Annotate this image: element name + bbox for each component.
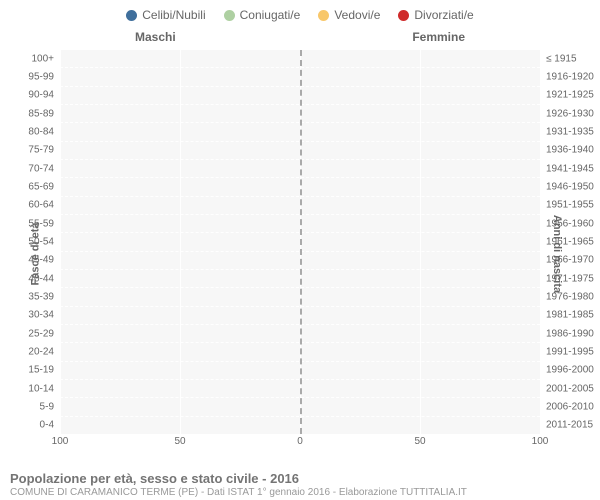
header-male: Maschi (135, 30, 176, 44)
age-label: 35-39 (28, 291, 54, 302)
center-axis (300, 50, 302, 434)
gridline (540, 50, 541, 434)
birth-label: 1946-1950 (546, 181, 594, 192)
age-label: 85-89 (28, 108, 54, 119)
birth-label: ≤ 1915 (546, 53, 577, 64)
age-label: 90-94 (28, 90, 54, 101)
age-label: 45-49 (28, 255, 54, 266)
legend-item: Celibi/Nubili (126, 8, 205, 22)
legend-label: Celibi/Nubili (142, 8, 205, 22)
age-label: 15-19 (28, 365, 54, 376)
birth-label: 1941-1945 (546, 163, 594, 174)
x-tick: 50 (174, 436, 185, 447)
birth-label: 1921-1925 (546, 90, 594, 101)
plot-area: 100+≤ 191595-991916-192090-941921-192585… (60, 50, 540, 434)
chart: Fasce di età Anni di nascita 100+≤ 19159… (0, 44, 600, 464)
caption-subtitle: COMUNE DI CARAMANICO TERME (PE) - Dati I… (10, 487, 590, 498)
legend-item: Coniugati/e (224, 8, 301, 22)
birth-label: 1931-1935 (546, 126, 594, 137)
birth-label: 1991-1995 (546, 346, 594, 357)
legend-swatch (126, 10, 137, 21)
caption-title: Popolazione per età, sesso e stato civil… (10, 471, 590, 486)
birth-label: 1961-1965 (546, 236, 594, 247)
age-label: 50-54 (28, 236, 54, 247)
birth-label: 1916-1920 (546, 71, 594, 82)
x-tick: 100 (52, 436, 69, 447)
birth-label: 1956-1960 (546, 218, 594, 229)
birth-label: 1936-1940 (546, 145, 594, 156)
legend-label: Coniugati/e (240, 8, 301, 22)
legend-swatch (224, 10, 235, 21)
birth-label: 1996-2000 (546, 365, 594, 376)
age-label: 55-59 (28, 218, 54, 229)
birth-label: 1981-1985 (546, 310, 594, 321)
header-female: Femmine (412, 30, 465, 44)
caption: Popolazione per età, sesso e stato civil… (10, 471, 590, 498)
legend: Celibi/Nubili Coniugati/e Vedovi/e Divorzia… (0, 0, 600, 26)
age-label: 80-84 (28, 126, 54, 137)
age-label: 30-34 (28, 310, 54, 321)
age-label: 60-64 (28, 200, 54, 211)
birth-label: 1986-1990 (546, 328, 594, 339)
birth-label: 1951-1955 (546, 200, 594, 211)
legend-label: Divorziati/e (414, 8, 473, 22)
birth-label: 1926-1930 (546, 108, 594, 119)
x-axis: 10050050100 (60, 436, 540, 452)
age-label: 65-69 (28, 181, 54, 192)
age-label: 10-14 (28, 383, 54, 394)
legend-item: Divorziati/e (398, 8, 473, 22)
age-label: 5-9 (40, 401, 54, 412)
legend-label: Vedovi/e (334, 8, 380, 22)
legend-swatch (398, 10, 409, 21)
x-tick: 0 (297, 436, 303, 447)
age-label: 75-79 (28, 145, 54, 156)
birth-label: 2011-2015 (546, 420, 593, 431)
age-label: 95-99 (28, 71, 54, 82)
age-label: 40-44 (28, 273, 54, 284)
age-label: 100+ (31, 53, 54, 64)
x-tick: 100 (532, 436, 549, 447)
birth-label: 2006-2010 (546, 401, 594, 412)
age-label: 20-24 (28, 346, 54, 357)
x-tick: 50 (414, 436, 425, 447)
birth-label: 1976-1980 (546, 291, 594, 302)
age-label: 70-74 (28, 163, 54, 174)
age-label: 0-4 (40, 420, 54, 431)
age-label: 25-29 (28, 328, 54, 339)
birth-label: 2001-2005 (546, 383, 594, 394)
birth-label: 1971-1975 (546, 273, 594, 284)
legend-item: Vedovi/e (318, 8, 380, 22)
legend-swatch (318, 10, 329, 21)
birth-label: 1966-1970 (546, 255, 594, 266)
